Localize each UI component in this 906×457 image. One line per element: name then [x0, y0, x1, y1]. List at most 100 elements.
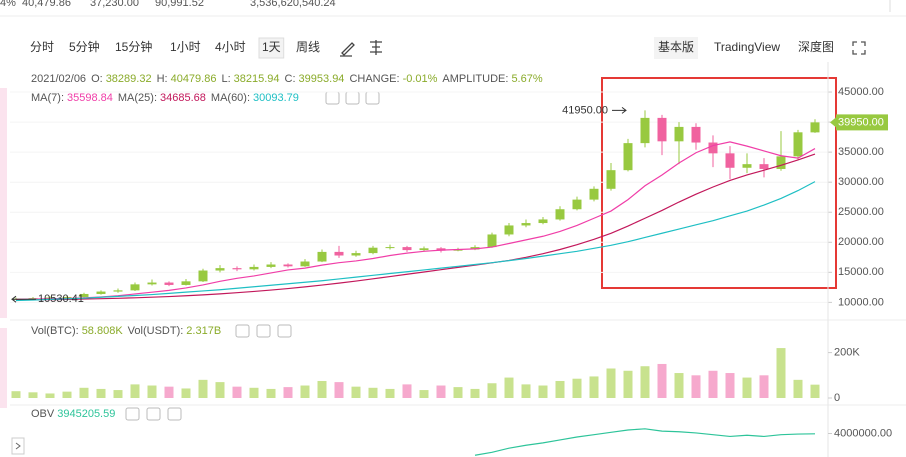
- ohlc-info: 2021/02/06 O: 38289.32 H: 40479.86 L: 38215.94…: [31, 73, 543, 85]
- volume-bar: [640, 366, 650, 398]
- highlight-box: [601, 77, 837, 289]
- side-strip: [0, 88, 7, 318]
- volume-value: 2.317B: [186, 325, 221, 337]
- candle-body: [198, 270, 208, 282]
- candle-body: [742, 164, 752, 168]
- ma-name: MA(7):: [31, 92, 64, 104]
- volume-bar: [606, 368, 616, 398]
- ohlc-label: L:: [221, 73, 230, 85]
- volume-bar: [215, 382, 225, 398]
- volume-bar: [538, 385, 548, 398]
- ticker-value: 40,479.86: [22, 0, 71, 9]
- max-label: 41950.00: [562, 104, 608, 116]
- candle-body: [572, 199, 582, 210]
- ticker-value: 90,991.52: [155, 0, 204, 9]
- candle-body: [62, 296, 72, 298]
- y-tick-label: 35000.00: [838, 146, 884, 158]
- price-tag-arrow: [830, 117, 836, 128]
- y-tick-label: 200K: [834, 347, 860, 359]
- candle-body: [402, 247, 412, 251]
- candle-body: [623, 143, 633, 171]
- active-view: [654, 37, 699, 59]
- volume-bar: [487, 383, 497, 398]
- volume-bar: [113, 390, 123, 398]
- ma-line: [15, 141, 816, 300]
- volume-bar: [810, 384, 820, 398]
- min-label: 10530.41: [38, 293, 84, 305]
- y-tick-label: 30000.00: [838, 176, 884, 188]
- volume-bar: [504, 377, 514, 398]
- view-tab[interactable]: TradingView: [714, 40, 780, 54]
- candle-body: [436, 248, 446, 251]
- expand-arrow: [15, 442, 21, 450]
- candle-body: [147, 282, 157, 285]
- candle-body: [79, 293, 89, 297]
- ma-name: MA(60):: [211, 92, 250, 104]
- candle-body: [113, 290, 123, 292]
- volume-bar: [742, 377, 752, 398]
- draw-tools[interactable]: [340, 40, 382, 57]
- interval-tab[interactable]: 1小时: [170, 40, 201, 54]
- volume-bar: [96, 388, 106, 398]
- volume-bar: [45, 393, 55, 398]
- interval-tab[interactable]: 周线: [296, 40, 320, 54]
- candle-body: [130, 284, 140, 291]
- volume-bar: [623, 370, 633, 398]
- candle-body: [589, 188, 599, 200]
- price-tag-label: 39950.00: [838, 116, 884, 128]
- ticker-value: 37,230.00: [90, 0, 139, 9]
- volume-bar: [300, 385, 310, 398]
- volume-bar: [436, 385, 446, 398]
- ohlc-value: 40479.86: [171, 73, 217, 85]
- expand-button[interactable]: [11, 437, 25, 455]
- candle-body: [453, 249, 463, 251]
- view-tab[interactable]: 深度图: [798, 39, 834, 54]
- volume-bar: [691, 375, 701, 398]
- candle-body: [521, 223, 531, 226]
- y-tick-label: 4000000.00: [834, 427, 892, 439]
- candle-body: [487, 234, 497, 248]
- ohlc-label: C:: [285, 73, 296, 85]
- ohlc-value: 38215.94: [234, 73, 280, 85]
- candle-body: [351, 253, 361, 256]
- candle-body: [181, 281, 191, 285]
- candle-body: [674, 126, 684, 142]
- candle-body: [793, 132, 803, 157]
- volume-name: Vol(USDT):: [128, 325, 184, 337]
- volume-bar: [521, 384, 531, 398]
- legend-icons[interactable]: [125, 91, 380, 421]
- interval-tab[interactable]: 1天: [262, 40, 281, 54]
- candle-body: [725, 153, 735, 168]
- interval-tab[interactable]: 分时: [30, 40, 54, 54]
- volume-bar: [368, 387, 378, 398]
- ma-value: 35598.84: [67, 92, 113, 104]
- volume-bar: [11, 391, 21, 398]
- interval-tab[interactable]: 4小时: [215, 40, 246, 54]
- candle-body: [164, 282, 174, 285]
- volume-bar: [249, 387, 259, 398]
- volume-bar: [572, 378, 582, 398]
- volume-bar: [147, 385, 157, 398]
- volume-bar: [402, 384, 412, 398]
- view-tab[interactable]: 基本版: [658, 40, 694, 54]
- fullscreen-icon[interactable]: [852, 41, 866, 55]
- interval-tab[interactable]: 5分钟: [69, 39, 100, 54]
- candle-body: [266, 264, 276, 267]
- volume-bar: [708, 370, 718, 398]
- obv-value: 3945205.59: [57, 408, 115, 420]
- volume-bar: [79, 387, 89, 398]
- candle-body: [606, 170, 616, 189]
- volume-bar: [385, 388, 395, 398]
- candle-body: [538, 219, 548, 224]
- interval-tab[interactable]: 15分钟: [115, 39, 152, 54]
- y-tick-label: 25000.00: [838, 206, 884, 218]
- candle-body: [555, 209, 565, 220]
- candle-body: [708, 142, 718, 154]
- candle-body: [283, 264, 293, 267]
- volume-bar: [28, 392, 38, 398]
- candle-body: [776, 156, 786, 169]
- volume-bar: [793, 379, 803, 398]
- ohlc-value: 38289.32: [106, 73, 152, 85]
